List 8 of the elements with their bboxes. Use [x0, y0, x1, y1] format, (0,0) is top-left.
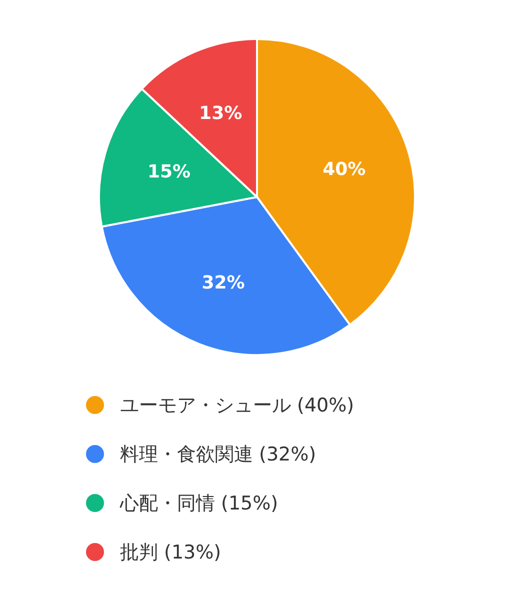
legend-label: ユーモア・シュール (40%) [120, 394, 354, 417]
data-label: 40% [322, 158, 366, 180]
legend-label: 批判 (13%) [120, 542, 222, 564]
data-label: 32% [202, 272, 245, 294]
data-label: 15% [147, 162, 191, 183]
data-label: 13% [199, 103, 242, 124]
legend-label: 心配・同情 (15%) [119, 492, 278, 515]
legend-label: 料理・食欲関連 (32%) [120, 444, 316, 466]
